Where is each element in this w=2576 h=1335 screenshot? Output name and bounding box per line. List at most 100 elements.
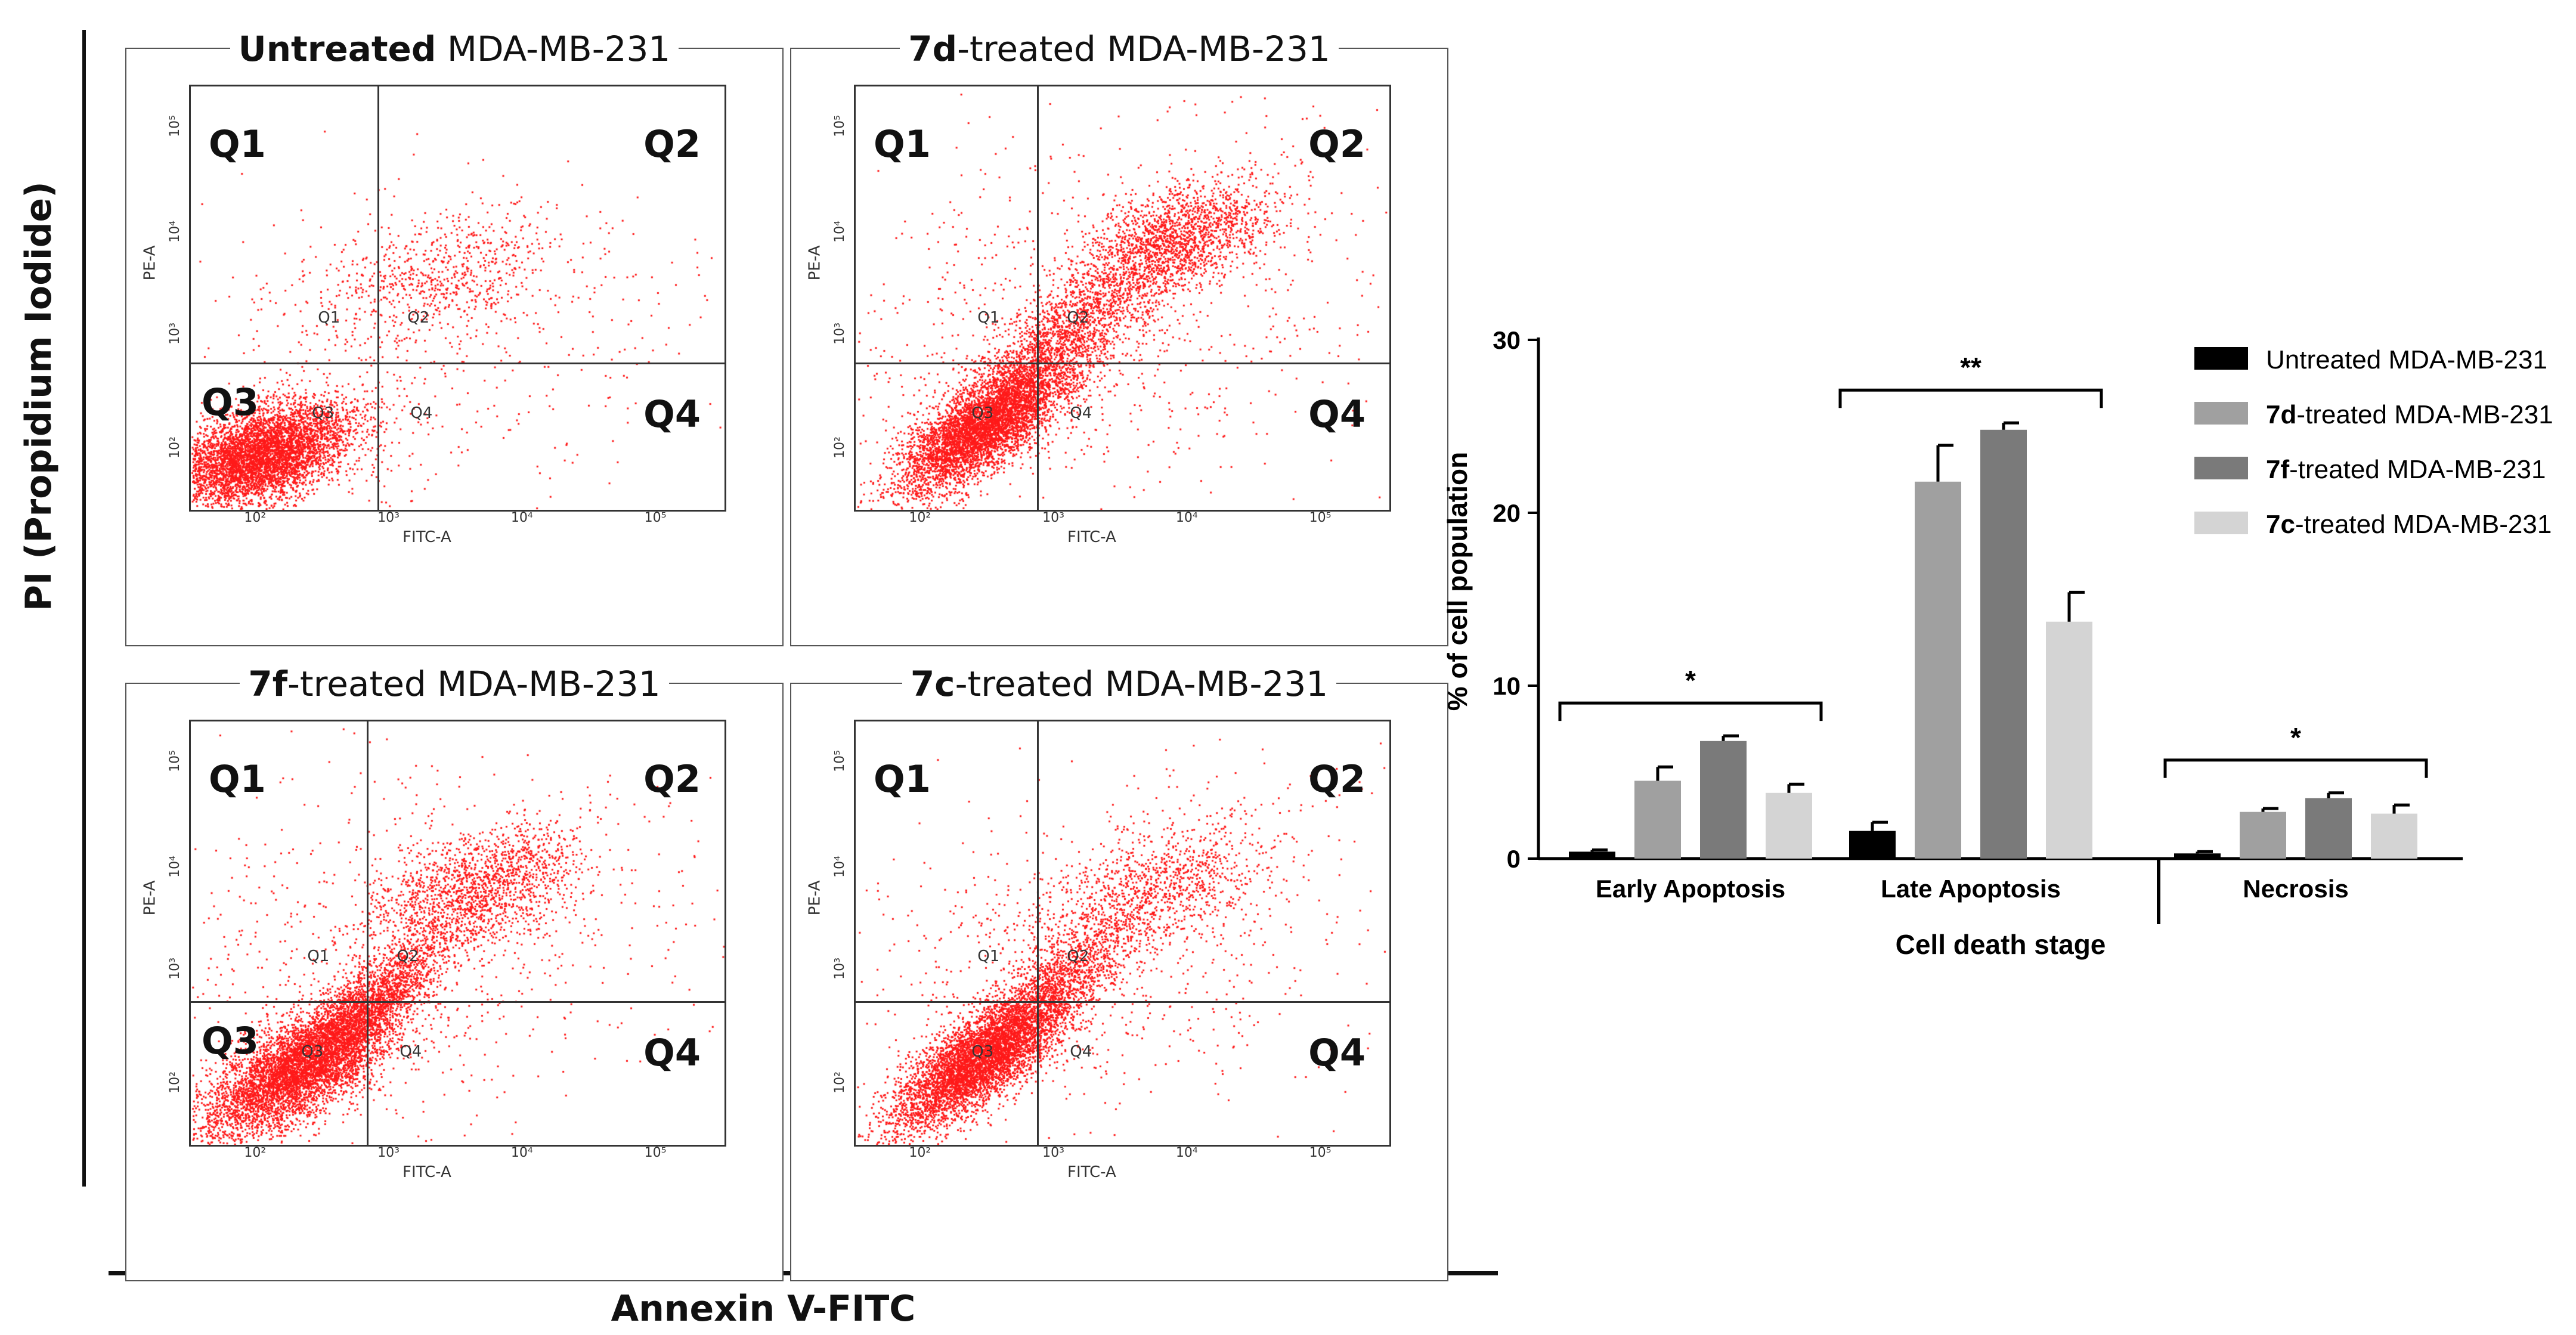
bar-2-1 [2240, 811, 2286, 859]
quadrant-label-q2: Q2 [643, 757, 701, 801]
quadrant-gate-horizontal [191, 362, 724, 364]
gate-label-q1: Q1 [307, 947, 330, 965]
quadrant-label-q3: Q3 [202, 380, 259, 424]
bar-2-2 [2305, 798, 2352, 859]
quadrant-label-q1: Q1 [874, 757, 931, 801]
x-tick-label: 10⁵ [644, 1145, 667, 1160]
x-tick-label: 10² [244, 1145, 267, 1160]
flow-panel-3: 7f-treated MDA-MB-231 Q1 Q2 Q3 Q4 Q1 Q2 Q3 Q4 10²… [125, 664, 784, 1281]
x-tick-label: 10⁵ [1309, 510, 1332, 525]
y-tick-label: 10² [832, 436, 847, 459]
legend-entry: Untreated MDA-MB-231 [2266, 345, 2547, 374]
x-tick-label: 10⁵ [1309, 1145, 1332, 1160]
y-tick-label: 10⁵ [832, 749, 847, 772]
x-tick-label: 10⁴ [510, 510, 533, 525]
legend-swatch [2194, 457, 2248, 479]
x-tick-label: 10³ [1042, 1145, 1064, 1160]
title-compound: 7d [908, 29, 958, 69]
x-tick-label: 10⁴ [510, 1145, 533, 1160]
scatter-dots [191, 721, 724, 1145]
title-compound: 7c [910, 664, 955, 704]
legend-entry: 7c-treated MDA-MB-231 [2266, 510, 2552, 539]
y-tick-label: 10² [167, 1071, 182, 1094]
figure-x-label: Annexin V-FITC [611, 1288, 916, 1330]
y-tick-label: 10⁴ [832, 221, 847, 243]
x-axis-label: FITC-A [402, 528, 451, 546]
gate-label-q1: Q1 [977, 947, 1000, 965]
significance-bracket [1558, 701, 1823, 721]
x-category-label: Early Apoptosis [1596, 875, 1785, 903]
quadrant-label-q1: Q1 [209, 757, 266, 801]
y-tick-label: 10 [1493, 672, 1521, 700]
quadrant-gate-vertical [1037, 721, 1039, 1145]
flow-panel-4: 7c-treated MDA-MB-231 Q1 Q2 Q4 Q1 Q2 Q3 Q4 10² 10… [790, 664, 1448, 1281]
chart-y-label: % of cell population [1442, 452, 1473, 711]
quadrant-gate-horizontal [856, 362, 1389, 364]
quadrant-label-q4: Q4 [1308, 1030, 1366, 1074]
x-axis-label: FITC-A [402, 1163, 451, 1181]
quadrant-label-q2: Q2 [1308, 757, 1366, 801]
x-tick-label: 10⁴ [1175, 510, 1198, 525]
gate-label-q3: Q3 [971, 1042, 994, 1061]
bar-0-1 [1634, 780, 1681, 859]
y-axis-label: PE-A [141, 880, 159, 916]
legend-text: -treated MDA-MB-231 [2289, 455, 2546, 484]
quadrant-gate-horizontal [856, 1001, 1389, 1003]
x-tick-label: 10² [909, 1145, 931, 1160]
gate-label-q1: Q1 [977, 308, 1000, 327]
quadrant-label-q4: Q4 [1308, 392, 1366, 436]
quadrant-gate-horizontal [191, 1001, 724, 1003]
gate-label-q3: Q3 [301, 1042, 324, 1061]
y-tick-label: 10⁵ [167, 114, 182, 137]
y-axis-label: PE-A [806, 245, 824, 281]
y-tick-label: 10⁵ [167, 749, 182, 772]
title-compound: 7f [248, 664, 287, 704]
scatter-dots [856, 721, 1389, 1145]
legend-entry: 7f-treated MDA-MB-231 [2266, 455, 2546, 484]
gate-label-q2: Q2 [407, 308, 430, 327]
x-tick-label: 10³ [377, 1145, 400, 1160]
bar-1-1 [1915, 481, 1961, 859]
legend-text: -treated MDA-MB-231 [2295, 510, 2552, 539]
y-tick-label: 10³ [167, 322, 182, 345]
y-tick-label: 10² [167, 436, 182, 459]
gate-label-q4: Q4 [1070, 404, 1092, 422]
legend-compound: 7f [2266, 455, 2289, 484]
bar-1-0 [1849, 831, 1896, 859]
flow-panel-title: Untreated MDA-MB-231 [126, 27, 782, 70]
x-tick-label: 10⁵ [644, 510, 667, 525]
quadrant-gate-vertical [377, 86, 380, 510]
y-tick-label: 10³ [832, 957, 847, 980]
title-compound: Untreated [238, 29, 436, 69]
chart-x-label: Cell death stage [1896, 929, 2106, 960]
y-tick-label: 10⁴ [167, 221, 182, 243]
figure-y-label: PI (Propidium Iodide) [18, 181, 60, 611]
legend-entry: 7d-treated MDA-MB-231 [2266, 400, 2553, 429]
y-tick-label: 30 [1493, 326, 1521, 354]
quadrant-label-q4: Q4 [643, 1030, 701, 1074]
gate-label-q1: Q1 [318, 308, 340, 327]
scatter-plot-area: Q1 Q2 Q3 Q4 Q1 Q2 Q3 Q4 [189, 720, 726, 1147]
gate-label-q3: Q3 [312, 404, 335, 422]
flow-panel-title: 7c-treated MDA-MB-231 [791, 662, 1447, 705]
scatter-plot-area: Q1 Q2 Q4 Q1 Q2 Q3 Q4 [854, 85, 1391, 512]
flow-panel-title: 7f-treated MDA-MB-231 [126, 662, 782, 705]
bar-1-3 [2046, 621, 2092, 859]
quadrant-label-q4: Q4 [643, 392, 701, 436]
x-tick-label: 10² [244, 510, 267, 525]
gate-label-q2: Q2 [397, 947, 419, 965]
scatter-plot-area: Q1 Q2 Q4 Q1 Q2 Q3 Q4 [854, 720, 1391, 1147]
x-tick-label: 10³ [377, 510, 400, 525]
significance-bracket [2163, 758, 2428, 778]
significance-marker: * [2290, 722, 2301, 753]
scatter-dots [191, 86, 724, 510]
bar-0-2 [1700, 741, 1747, 859]
y-tick-label: 10³ [832, 322, 847, 345]
bar-0-0 [1569, 851, 1615, 859]
quadrant-label-q2: Q2 [1308, 122, 1366, 166]
significance-marker: ** [1960, 352, 1981, 383]
quadrant-label-q1: Q1 [209, 122, 266, 166]
quadrant-gate-vertical [1037, 86, 1039, 510]
y-axis-label: PE-A [141, 245, 159, 281]
y-axis-label: PE-A [806, 880, 824, 916]
